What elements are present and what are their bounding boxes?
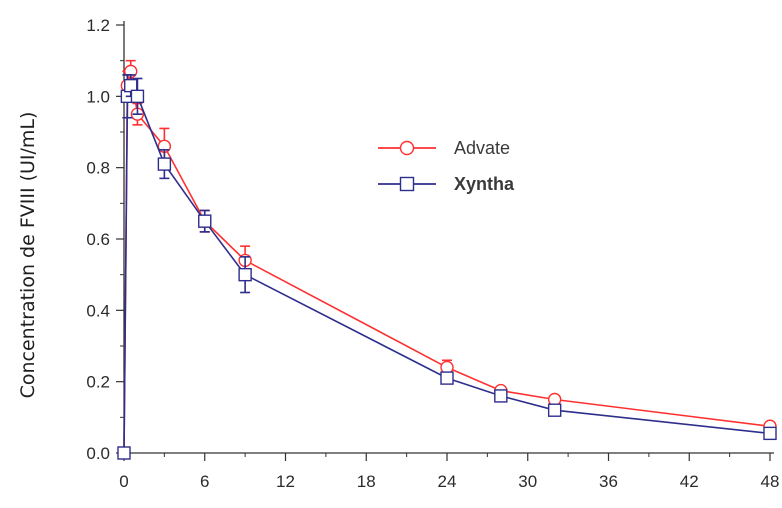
series-layer <box>117 59 777 460</box>
data-point <box>238 267 252 282</box>
y-tick-label: 0.6 <box>86 230 110 249</box>
x-tick-label: 0 <box>119 472 128 491</box>
x-tick-label: 12 <box>276 472 295 491</box>
legend-label-advate: Advate <box>454 138 510 158</box>
data-point <box>547 403 562 417</box>
series-line <box>123 83 771 454</box>
data-point <box>117 446 131 460</box>
legend-marker-xyntha <box>399 176 415 192</box>
x-tick-label: 6 <box>200 472 209 491</box>
data-point <box>763 426 777 441</box>
x-tick-label: 48 <box>761 472 780 491</box>
data-point <box>130 89 145 104</box>
legend: Advate Xyntha <box>378 138 515 194</box>
y-tick-label: 0.0 <box>86 444 110 463</box>
legend-marker-advate <box>399 140 415 156</box>
series-advate <box>117 59 777 460</box>
y-tick-label: 0.8 <box>86 159 110 178</box>
y-tick-label: 1.0 <box>86 87 110 106</box>
x-tick-label: 42 <box>680 472 699 491</box>
series-line <box>123 71 771 454</box>
x-tick-label: 36 <box>599 472 618 491</box>
y-axis-label: Concentration de FVIII (UI/mL) <box>17 112 39 399</box>
y-tick-label: 1.2 <box>86 16 110 35</box>
y-tick-label: 0.2 <box>86 373 110 392</box>
x-tick-label: 24 <box>438 472 457 491</box>
data-point <box>494 389 508 403</box>
x-tick-label: 30 <box>518 472 537 491</box>
y-tick-label: 0.4 <box>86 301 110 320</box>
axis-ticks: 0.0 0.2 0.4 0.6 0.8 1.0 1.2 0 6 12 18 24 30 36 42 48 <box>86 16 779 491</box>
x-tick-label: 18 <box>357 472 376 491</box>
data-point <box>157 157 172 171</box>
legend-label-xyntha: Xyntha <box>454 174 515 194</box>
data-point <box>198 214 212 228</box>
series-xyntha <box>117 74 777 460</box>
data-point <box>440 371 454 385</box>
